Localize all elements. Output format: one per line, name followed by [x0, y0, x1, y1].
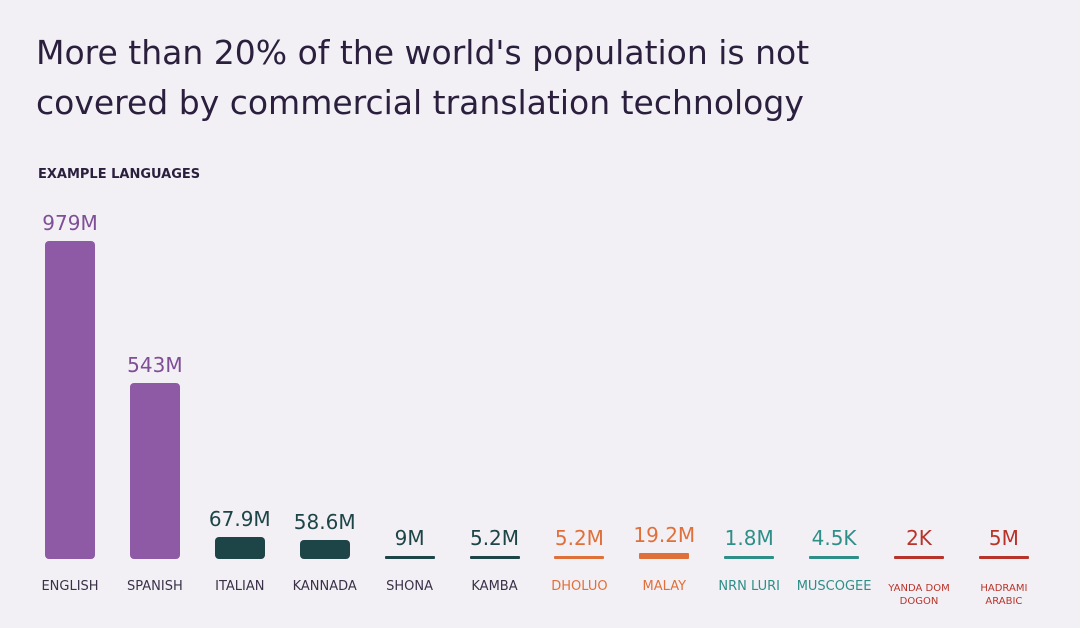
value-label: 4.5K: [811, 525, 857, 550]
value-label: 543M: [127, 352, 183, 377]
x-tick-label: SPANISH: [127, 579, 183, 594]
value-label: 5.2M: [554, 525, 604, 550]
value-label: 9M: [394, 525, 425, 550]
bar: [469, 555, 520, 559]
chart-subtitle: EXAMPLE LANGUAGES: [38, 167, 201, 182]
bar: [299, 539, 350, 559]
x-tick-label: ITALIAN: [215, 579, 265, 594]
bar: [724, 555, 775, 559]
x-tick-label: DHOLUO: [551, 579, 608, 594]
value-label: 67.9M: [208, 506, 271, 531]
value-label: 979M: [42, 211, 98, 235]
bar: [894, 555, 944, 559]
bar: [809, 555, 860, 559]
bar: [214, 536, 265, 559]
bar: [384, 555, 435, 559]
bar: [45, 241, 95, 559]
value-label: 2K: [906, 525, 932, 550]
bar: [554, 555, 605, 559]
x-tick-label: MALAY: [642, 579, 687, 594]
bar: [978, 555, 1029, 559]
value-label: 5.2M: [469, 525, 520, 550]
bar: [639, 552, 690, 559]
chart-title: More than 20% of the world's population …: [36, 33, 810, 122]
x-tick-label: KAMBA: [471, 579, 518, 594]
x-tick-label: SHONA: [386, 579, 434, 594]
value-label: 58.6M: [293, 509, 356, 534]
x-tick-label: MUSCOGEE: [796, 579, 872, 594]
bar: [129, 382, 180, 559]
x-tick-label: NRN LURI: [718, 579, 780, 594]
x-tick-label: ENGLISH: [41, 579, 99, 594]
x-tick-label: HADRAMI ARABIC: [980, 583, 1028, 607]
value-label: 1.8M: [724, 525, 774, 550]
x-tick-label: YANDA DOM DOGON: [888, 583, 950, 607]
x-tick-label: KANNADA: [292, 579, 357, 594]
value-label: 19.2M: [633, 522, 696, 547]
value-label: 5M: [988, 525, 1019, 550]
